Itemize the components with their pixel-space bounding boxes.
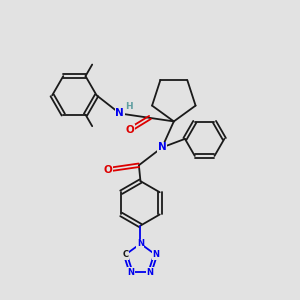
Text: O: O	[104, 165, 112, 175]
Text: N: N	[158, 142, 167, 152]
Text: H: H	[125, 102, 133, 111]
Text: N: N	[152, 250, 159, 259]
Text: O: O	[126, 124, 135, 134]
Text: N: N	[128, 268, 135, 277]
Text: N: N	[146, 268, 153, 277]
Text: N: N	[137, 239, 144, 248]
Text: C: C	[122, 250, 128, 259]
Text: N: N	[116, 109, 124, 118]
